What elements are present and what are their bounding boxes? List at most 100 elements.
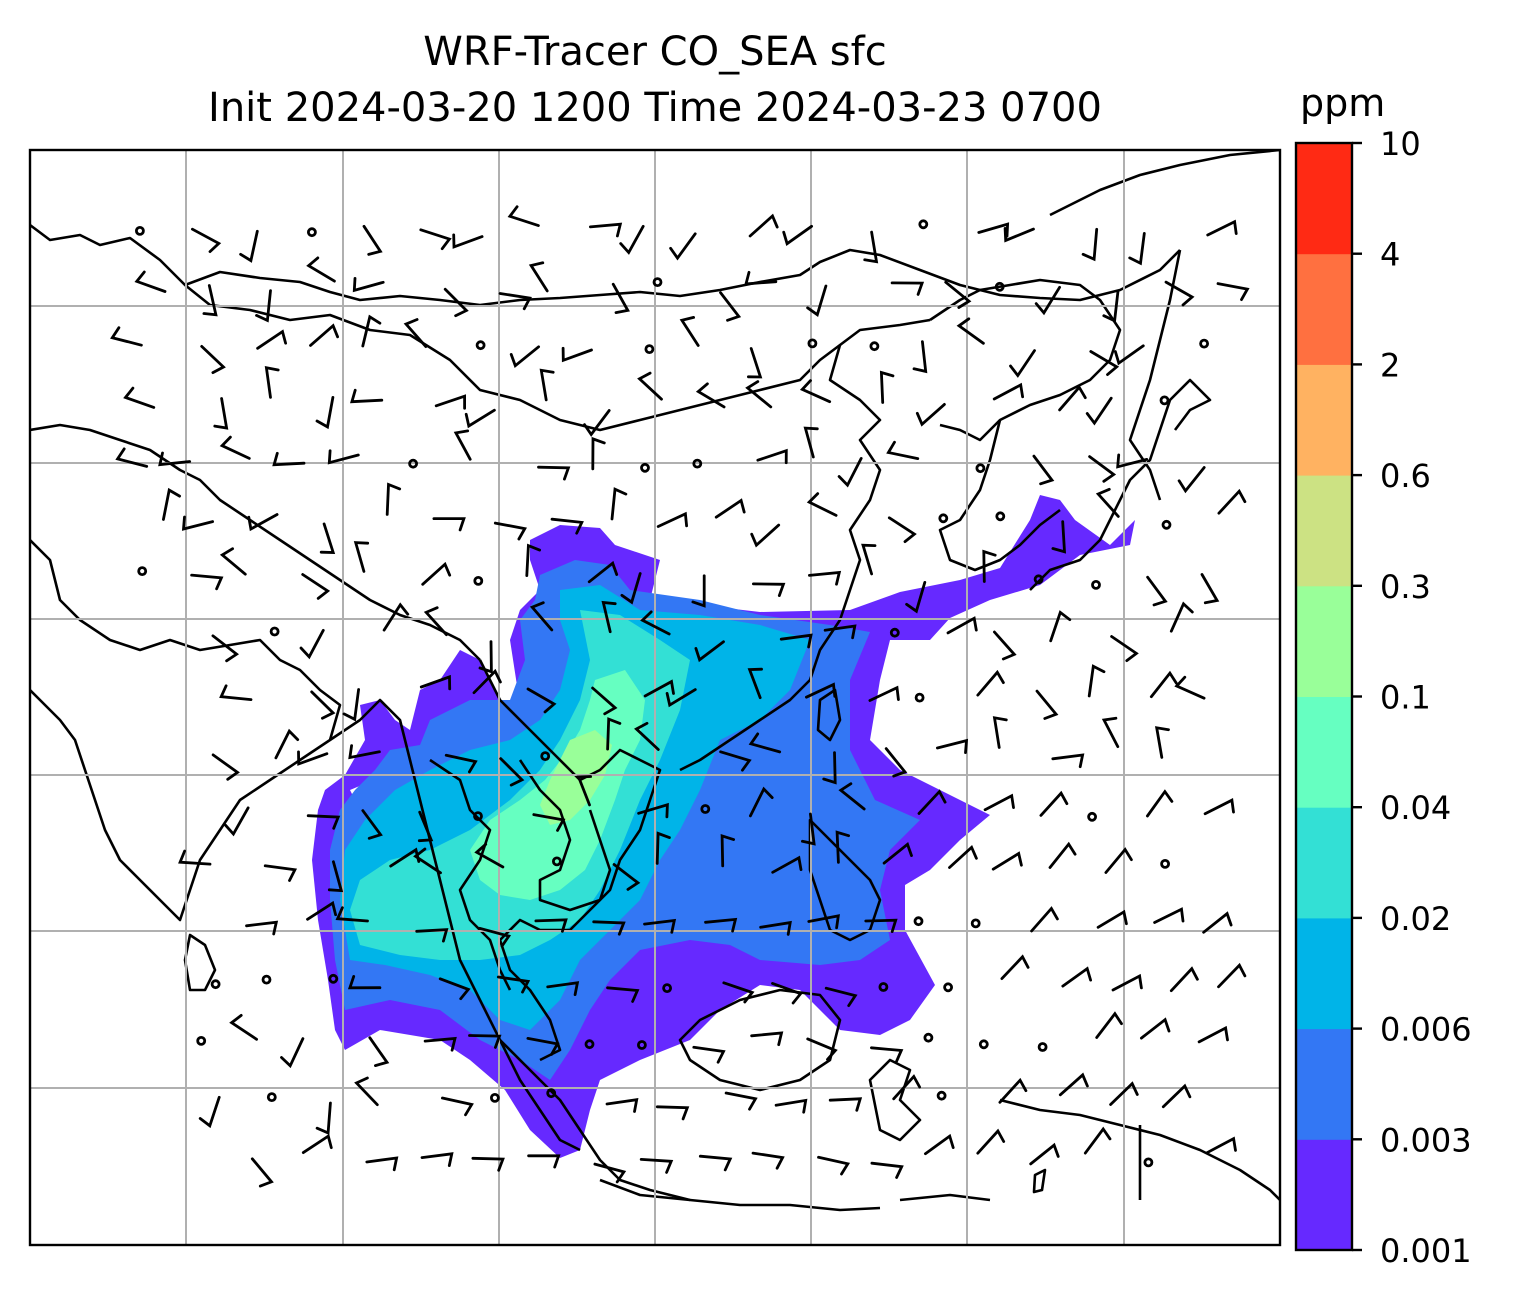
wind-barb bbox=[870, 1046, 904, 1063]
wind-barb bbox=[415, 928, 449, 943]
wind-barb bbox=[771, 982, 803, 1005]
wind-barb bbox=[1169, 601, 1194, 633]
wind-barb bbox=[750, 523, 781, 548]
calm-wind-marker bbox=[1160, 859, 1170, 869]
wind-barb bbox=[474, 842, 505, 869]
wind-barb bbox=[245, 920, 279, 936]
wind-barb bbox=[665, 688, 697, 708]
wind-barb bbox=[310, 690, 336, 720]
colorbar-tick-label: 0.006 bbox=[1380, 1011, 1472, 1049]
coastline-java bbox=[599, 1178, 881, 1212]
tracer-concentration-field bbox=[312, 495, 1135, 1158]
wind-barb bbox=[924, 1133, 955, 1156]
wind-barb bbox=[348, 744, 381, 760]
wind-barb bbox=[620, 572, 642, 605]
calm-wind-marker bbox=[970, 918, 981, 929]
wind-barb bbox=[1048, 841, 1077, 869]
wind-barb bbox=[1217, 962, 1247, 989]
wind-barb bbox=[532, 813, 566, 832]
wind-barb bbox=[1039, 790, 1069, 817]
wind-barb bbox=[1154, 726, 1170, 759]
wind-barb bbox=[1146, 789, 1174, 818]
wind-barb bbox=[747, 347, 763, 379]
colorbar-swatch bbox=[1296, 143, 1352, 255]
wind-barb bbox=[983, 793, 1015, 812]
wind-barb bbox=[806, 284, 828, 317]
wind-barb bbox=[748, 732, 782, 754]
calm-wind-marker bbox=[473, 811, 483, 821]
wind-barb bbox=[884, 747, 908, 778]
wind-barb bbox=[1058, 1072, 1089, 1097]
coastline-bay-bengal bbox=[329, 698, 581, 1152]
wind-barb bbox=[956, 317, 985, 345]
coastline-japan bbox=[1029, 378, 1212, 591]
wind-barb bbox=[982, 549, 997, 583]
colorbar-swatch bbox=[1296, 807, 1352, 919]
wind-barb bbox=[610, 487, 628, 521]
wind-barb bbox=[198, 1095, 221, 1129]
wind-barb bbox=[782, 224, 813, 246]
wind-barb bbox=[835, 830, 850, 864]
wind-barb bbox=[589, 222, 623, 238]
wind-barb bbox=[1110, 635, 1139, 662]
calm-wind-marker bbox=[473, 576, 484, 586]
wind-barb bbox=[605, 1098, 639, 1113]
wind-barb bbox=[178, 849, 212, 866]
wind-barb bbox=[892, 1074, 921, 1101]
wind-barb bbox=[537, 465, 571, 481]
wind-barb bbox=[744, 270, 778, 286]
wind-barb bbox=[1128, 232, 1146, 266]
colorbar-swatch bbox=[1296, 917, 1352, 1030]
wind-barb bbox=[526, 1037, 560, 1056]
colorbar-swatch bbox=[1296, 1028, 1352, 1140]
wind-barb bbox=[498, 292, 532, 311]
wind-barb bbox=[274, 728, 300, 760]
wind-barb bbox=[583, 409, 611, 437]
calm-wind-marker bbox=[1087, 811, 1097, 822]
calm-wind-marker bbox=[584, 1039, 595, 1050]
coastline-india bbox=[30, 539, 342, 922]
wind-barb bbox=[1089, 350, 1120, 376]
calm-wind-marker bbox=[994, 281, 1005, 292]
wind-barb bbox=[1217, 488, 1247, 515]
coastline-china-east bbox=[679, 344, 882, 772]
wind-barb bbox=[1003, 227, 1035, 243]
wind-barb bbox=[315, 1101, 332, 1135]
wind-barb bbox=[527, 1154, 561, 1169]
wind-barb bbox=[1109, 1081, 1139, 1106]
wind-barb bbox=[1140, 1017, 1171, 1040]
wind-barb bbox=[181, 515, 214, 531]
wind-barb bbox=[976, 1128, 1006, 1155]
wind-barb bbox=[354, 1076, 379, 1107]
coastline-small-isle bbox=[1032, 1168, 1047, 1194]
wind-barb bbox=[679, 316, 700, 347]
wind-barb bbox=[403, 318, 428, 348]
map-title-line2: Init 2024-03-20 1200 Time 2024-03-23 070… bbox=[208, 85, 1102, 131]
wind-barb bbox=[361, 809, 383, 840]
wind-barb bbox=[1114, 344, 1145, 366]
calm-wind-marker bbox=[1143, 1157, 1154, 1168]
wind-barb bbox=[219, 547, 247, 576]
wind-barb bbox=[306, 256, 336, 283]
wind-barb bbox=[1203, 798, 1235, 816]
wind-barb bbox=[1174, 675, 1206, 700]
calm-wind-marker bbox=[938, 513, 949, 524]
wind-barb bbox=[478, 640, 493, 674]
wind-barb bbox=[759, 920, 792, 936]
wind-barb bbox=[471, 1156, 505, 1172]
coastline-indochina bbox=[478, 659, 662, 1062]
coastline-sulawesi bbox=[868, 1058, 922, 1142]
wind-barb bbox=[496, 975, 531, 994]
wind-barb bbox=[247, 513, 279, 532]
wind-barb bbox=[1030, 906, 1059, 933]
wind-barb bbox=[1083, 1126, 1112, 1155]
wind-barb bbox=[434, 394, 466, 410]
wind-barb bbox=[1146, 575, 1168, 607]
wind-barb bbox=[643, 679, 675, 698]
wind-barb bbox=[419, 674, 452, 691]
wind-barb bbox=[936, 738, 969, 754]
wind-barb bbox=[751, 1151, 785, 1170]
colorbar-tick-label: 0.04 bbox=[1380, 789, 1451, 827]
calm-wind-marker bbox=[1037, 1042, 1048, 1052]
wind-barb bbox=[219, 435, 251, 460]
